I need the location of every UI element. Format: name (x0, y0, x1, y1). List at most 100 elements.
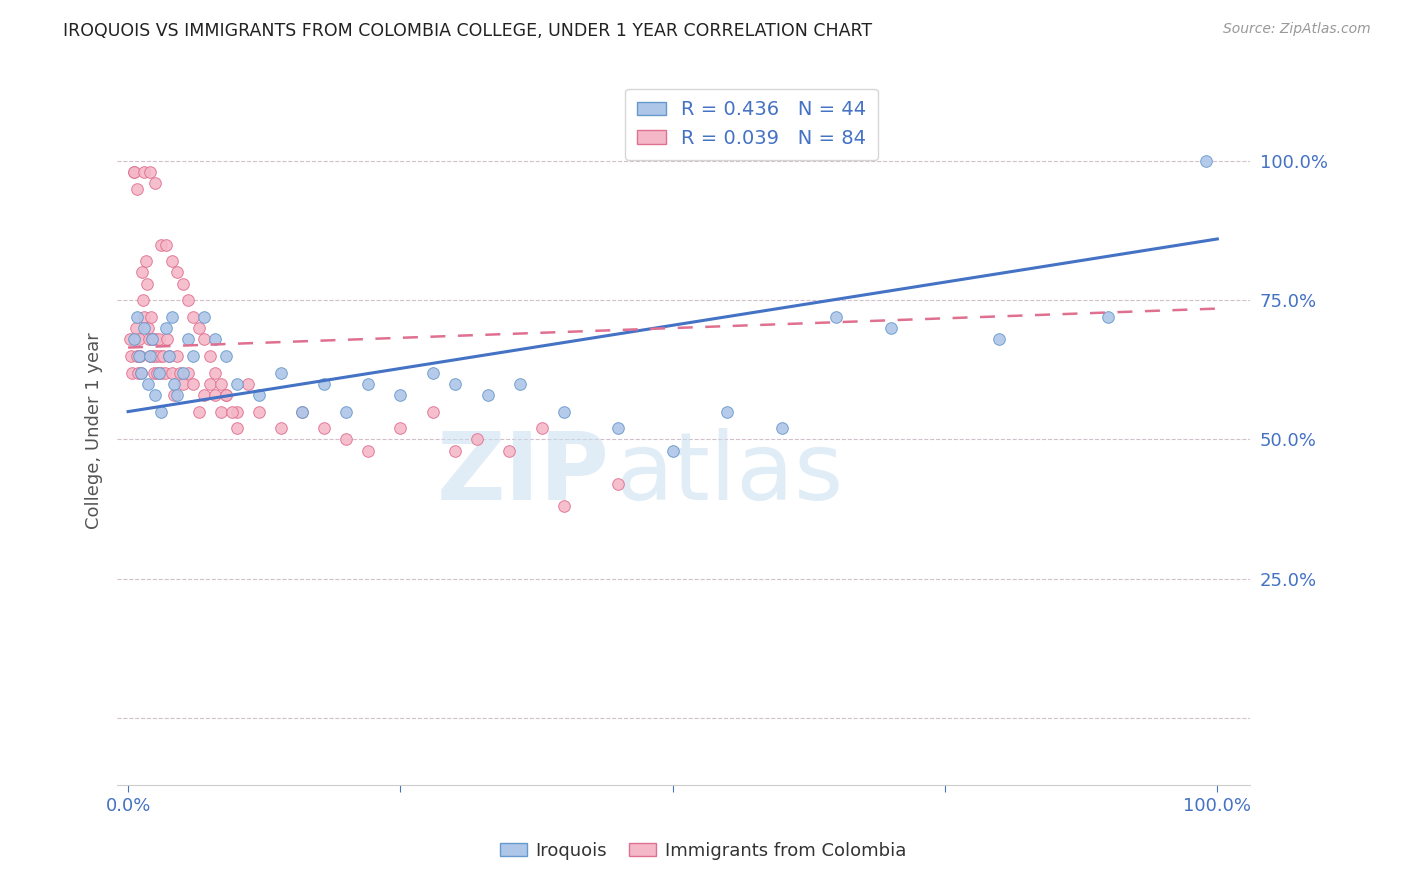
Point (143, 366, 166, 380)
Point (122, 165, 145, 179)
Point (142, 349, 165, 363)
Point (291, 404, 314, 418)
Point (128, 349, 150, 363)
Point (314, 421, 336, 435)
Point (153, 366, 176, 380)
Point (143, 388, 166, 402)
Point (172, 277, 194, 291)
Point (172, 366, 194, 380)
Point (198, 349, 221, 363)
Point (135, 277, 157, 291)
Point (145, 349, 167, 363)
Point (422, 404, 444, 418)
Point (209, 404, 232, 418)
Point (477, 388, 499, 402)
Point (988, 332, 1011, 346)
Point (129, 366, 152, 380)
Point (149, 237, 172, 252)
Point (134, 321, 156, 335)
Point (204, 366, 226, 380)
Point (122, 165, 145, 179)
Point (166, 349, 188, 363)
Point (226, 404, 249, 418)
Point (291, 404, 314, 418)
Point (270, 366, 292, 380)
Legend: R = 0.436   N = 44, R = 0.039   N = 84: R = 0.436 N = 44, R = 0.039 N = 84 (626, 88, 879, 160)
Point (172, 376, 194, 391)
Point (444, 443, 467, 458)
Point (183, 310, 205, 324)
Y-axis label: College, Under 1 year: College, Under 1 year (86, 333, 103, 530)
Point (389, 388, 412, 402)
Point (134, 254, 156, 268)
Point (125, 321, 148, 335)
Point (183, 376, 205, 391)
Point (530, 421, 553, 435)
Point (509, 376, 531, 391)
Point (247, 388, 270, 402)
Point (879, 321, 901, 335)
Point (247, 404, 270, 418)
Point (166, 265, 188, 279)
Point (177, 366, 200, 380)
Point (136, 376, 159, 391)
Point (335, 433, 357, 447)
Point (193, 388, 215, 402)
Point (215, 349, 238, 363)
Point (187, 321, 209, 335)
Point (129, 366, 152, 380)
Point (146, 366, 169, 380)
Point (124, 332, 146, 346)
Point (129, 349, 152, 363)
Point (444, 376, 467, 391)
Text: IROQUOIS VS IMMIGRANTS FROM COLOMBIA COLLEGE, UNDER 1 YEAR CORRELATION CHART: IROQUOIS VS IMMIGRANTS FROM COLOMBIA COL… (63, 22, 872, 40)
Point (335, 404, 357, 418)
Point (125, 182, 148, 196)
Point (125, 310, 148, 324)
Point (553, 404, 575, 418)
Point (141, 332, 163, 346)
Point (661, 443, 683, 458)
Point (770, 421, 793, 435)
Point (193, 332, 215, 346)
Point (160, 366, 183, 380)
Point (187, 404, 209, 418)
Point (148, 366, 170, 380)
Point (138, 332, 160, 346)
Text: ZIP: ZIP (437, 427, 610, 519)
Point (183, 349, 205, 363)
Point (314, 376, 336, 391)
Point (1097, 310, 1119, 324)
Point (226, 421, 249, 435)
Point (236, 376, 259, 391)
Point (152, 349, 174, 363)
Point (131, 265, 153, 279)
Point (155, 237, 177, 252)
Point (122, 332, 145, 346)
Text: atlas: atlas (616, 427, 844, 519)
Point (209, 376, 232, 391)
Point (177, 332, 200, 346)
Point (155, 321, 177, 335)
Point (553, 500, 575, 514)
Point (139, 349, 162, 363)
Point (422, 366, 444, 380)
Point (169, 366, 191, 380)
Point (270, 421, 292, 435)
Point (159, 349, 181, 363)
Point (160, 254, 183, 268)
Point (143, 176, 166, 190)
Point (134, 310, 156, 324)
Point (149, 349, 172, 363)
Point (215, 388, 238, 402)
Point (389, 421, 412, 435)
Point (498, 443, 520, 458)
Point (193, 310, 215, 324)
Point (149, 366, 172, 380)
Point (226, 376, 249, 391)
Point (156, 332, 179, 346)
Point (143, 332, 166, 346)
Legend: Iroquois, Immigrants from Colombia: Iroquois, Immigrants from Colombia (492, 835, 914, 867)
Point (163, 388, 186, 402)
Point (125, 349, 148, 363)
